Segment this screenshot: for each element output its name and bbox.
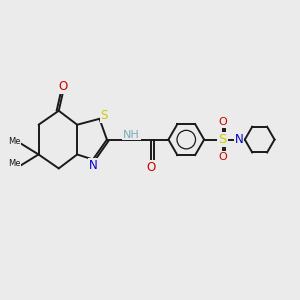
- Text: S: S: [218, 133, 227, 146]
- Text: S: S: [100, 109, 108, 122]
- Text: Me: Me: [8, 160, 20, 169]
- Text: O: O: [58, 80, 68, 93]
- Text: N: N: [89, 159, 98, 172]
- Text: O: O: [218, 117, 227, 127]
- Text: N: N: [235, 133, 243, 146]
- Text: Me: Me: [8, 137, 20, 146]
- Text: O: O: [218, 152, 227, 162]
- Text: NH: NH: [123, 130, 140, 140]
- Text: O: O: [147, 161, 156, 174]
